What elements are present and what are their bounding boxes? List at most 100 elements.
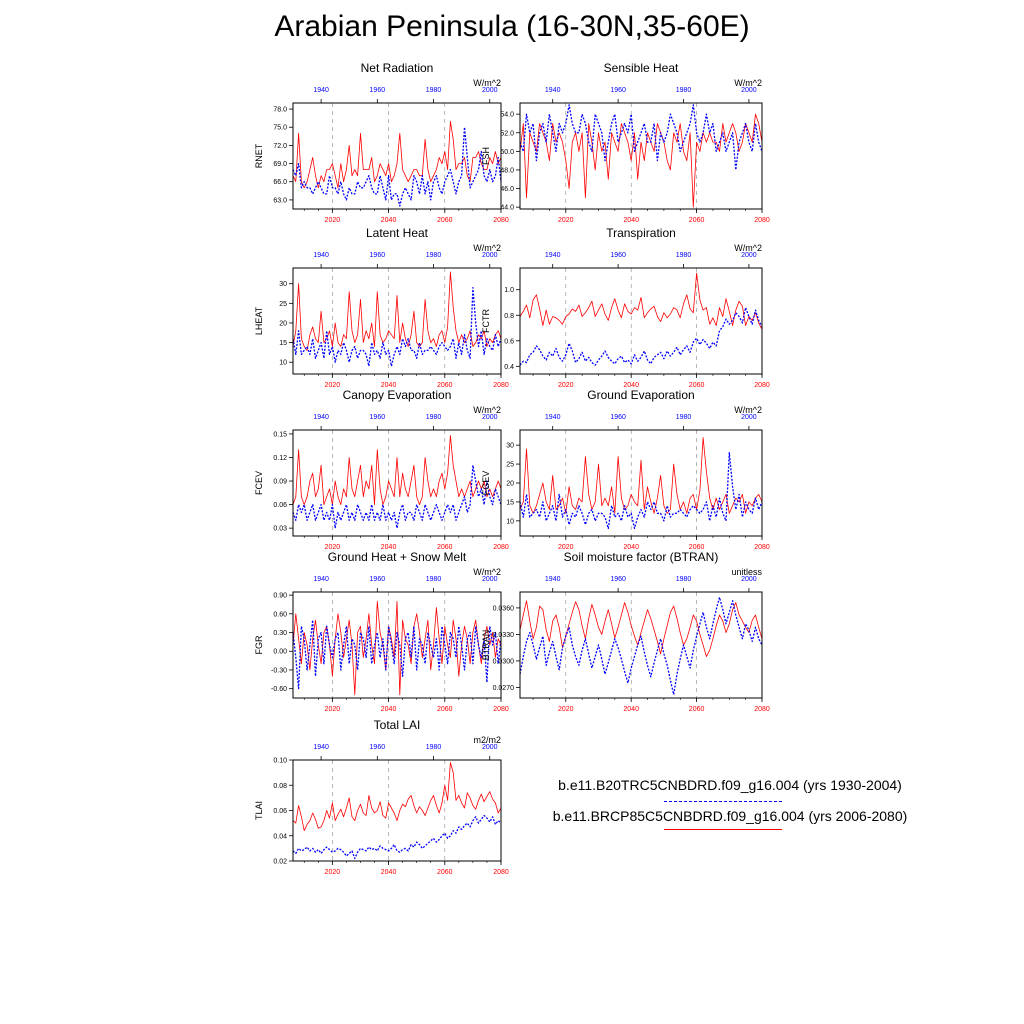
panel-3-xtick-top-label: 1940 xyxy=(313,252,329,259)
panel-2-title: Sensible Heat xyxy=(604,61,679,75)
panel-1-frame xyxy=(292,102,502,210)
panel-7-xtick-top-label: 1980 xyxy=(426,576,442,583)
panel-6-xtick-top-label: 1960 xyxy=(610,414,626,421)
panel-2-frame xyxy=(519,102,763,210)
panel-5-xtick-label: 2080 xyxy=(493,544,509,551)
panel-3-ytick-label: 15 xyxy=(279,340,287,347)
panel-6-ytick-label: 15 xyxy=(506,499,514,506)
panel-3-xtick-label: 2040 xyxy=(381,382,397,389)
panel-2-xtick-top-label: 2000 xyxy=(741,87,757,94)
panel-6-xtick-label: 2060 xyxy=(689,544,705,551)
panel-7-xtick-label: 2080 xyxy=(493,706,509,713)
panel-8-xtick-top-label: 1980 xyxy=(676,576,692,583)
panel-7-xtick-label: 2040 xyxy=(381,706,397,713)
panel-6-title: Ground Evaporation xyxy=(587,388,694,402)
panel-8-units-label: unitless xyxy=(731,567,762,577)
panel-8-series-historical xyxy=(519,596,763,696)
panel-5-ytick-label: 0.03 xyxy=(273,526,287,533)
panel-7-ytick-label: -0.30 xyxy=(271,667,287,674)
panel-5-xtick-top-label: 1940 xyxy=(313,414,329,421)
panel-5-units-label: W/m^2 xyxy=(473,405,501,415)
panel-9-ytick-label: 0.04 xyxy=(273,833,287,840)
panel-4-ytick-label: 0.4 xyxy=(504,364,514,371)
panel-8-ytick-label: 0.0360 xyxy=(493,605,515,612)
panel-7-units-label: W/m^2 xyxy=(473,567,501,577)
panel-8-xtick-label: 2020 xyxy=(558,706,574,713)
panel-4-ytick-label: 0.8 xyxy=(504,313,514,320)
panel-4-ylabel: FCTR xyxy=(481,309,491,333)
panel-5-series-historical xyxy=(292,464,502,529)
panel-6-xtick-top-label: 1940 xyxy=(545,414,561,421)
panel-1-xtick-label: 2040 xyxy=(381,217,397,224)
panel-8-ytick-label: 0.0300 xyxy=(493,658,515,665)
figure-title: Arabian Peninsula (16-30N,35-60E) xyxy=(274,10,750,43)
panel-9-xtick-top-label: 1980 xyxy=(426,744,442,751)
legend-historical-line xyxy=(664,801,782,802)
panel-6-ytick-label: 30 xyxy=(506,443,514,450)
panel-9-units-label: m2/m2 xyxy=(473,735,501,745)
panel-7-ytick-label: 0.60 xyxy=(273,611,287,618)
panel-3-ytick-label: 30 xyxy=(279,281,287,288)
panel-3-ytick-label: 25 xyxy=(279,301,287,308)
panel-8-frame xyxy=(519,591,763,699)
panel-8-xtick-top-label: 1940 xyxy=(545,576,561,583)
panel-7-ytick-label: 0.00 xyxy=(273,649,287,656)
panel-1-title: Net Radiation xyxy=(361,61,434,75)
panel-4-xtick-top-label: 1940 xyxy=(545,252,561,259)
panel-7-ytick-label: 0.30 xyxy=(273,630,287,637)
panel-8-xtick-top-label: 1960 xyxy=(610,576,626,583)
panel-1-xtick-label: 2060 xyxy=(437,217,453,224)
panel-6-ytick-label: 10 xyxy=(506,518,514,525)
panel-3-ytick-label: 20 xyxy=(279,320,287,327)
panel-4-xtick-top-label: 1960 xyxy=(610,252,626,259)
panel-4-ytick-label: 0.6 xyxy=(504,338,514,345)
legend-future-label: b.e11.BRCP85C5CNBDRD.f09_g16.004 (yrs 20… xyxy=(552,808,908,824)
panel-1-series-future xyxy=(292,120,502,189)
panel-3-units-label: W/m^2 xyxy=(473,243,501,253)
panel-1-units-label: W/m^2 xyxy=(473,78,501,88)
panel-9-title: Total LAI xyxy=(374,718,421,732)
panel-2-xtick-top-label: 1960 xyxy=(610,87,626,94)
panel-6-xtick-label: 2020 xyxy=(558,544,574,551)
panel-4-xtick-label: 2020 xyxy=(558,382,574,389)
panel-4-series-future xyxy=(519,272,763,330)
panel-9-ytick-label: 0.10 xyxy=(273,758,287,765)
panel-7-series-future xyxy=(292,601,502,696)
panel-2-xtick-label: 2040 xyxy=(623,217,639,224)
panel-8-xtick-label: 2060 xyxy=(689,706,705,713)
panel-4-series-historical xyxy=(519,306,763,366)
panel-5-xtick-label: 2020 xyxy=(325,544,341,551)
panel-9-xtick-top-label: 1960 xyxy=(370,744,386,751)
panel-7-xtick-label: 2020 xyxy=(325,706,341,713)
panel-2-ytick-label: 46.0 xyxy=(500,186,514,193)
panel-6-series-historical xyxy=(519,452,763,530)
panel-9-ytick-label: 0.08 xyxy=(273,783,287,790)
panel-4-frame xyxy=(519,267,763,375)
panel-9-ytick-label: 0.02 xyxy=(273,859,287,866)
panel-2-xtick-label: 2080 xyxy=(754,217,770,224)
panel-1-ytick-label: 72.0 xyxy=(273,143,287,150)
panel-5-xtick-label: 2040 xyxy=(381,544,397,551)
panel-2-ytick-label: 54.0 xyxy=(500,112,514,119)
panel-4-xtick-label: 2040 xyxy=(623,382,639,389)
panel-5-frame xyxy=(292,429,502,537)
legend-future-line xyxy=(664,829,782,830)
panel-9-series-historical xyxy=(292,814,502,860)
panel-4-units-label: W/m^2 xyxy=(734,243,762,253)
panel-2-series-future xyxy=(519,113,763,208)
panel-5-ylabel: FCEV xyxy=(254,471,264,495)
panel-2-series-historical xyxy=(519,104,763,171)
panel-3-xtick-top-label: 1980 xyxy=(426,252,442,259)
panel-8-ytick-label: 0.0330 xyxy=(493,632,515,639)
panel-5-ytick-label: 0.12 xyxy=(273,455,287,462)
panel-5-title: Canopy Evaporation xyxy=(343,388,452,402)
panel-5-xtick-label: 2060 xyxy=(437,544,453,551)
panel-4-xtick-top-label: 2000 xyxy=(741,252,757,259)
legend-historical-label: b.e11.B20TRC5CNBDRD.f09_g16.004 (yrs 193… xyxy=(558,777,902,793)
panel-3-xtick-top-label: 2000 xyxy=(482,252,498,259)
panel-6-frame xyxy=(519,429,763,537)
panel-1-ytick-label: 78.0 xyxy=(273,107,287,114)
panel-7-frame xyxy=(292,591,502,699)
panel-8-xtick-label: 2040 xyxy=(623,706,639,713)
panel-2-ytick-label: 52.0 xyxy=(500,130,514,137)
